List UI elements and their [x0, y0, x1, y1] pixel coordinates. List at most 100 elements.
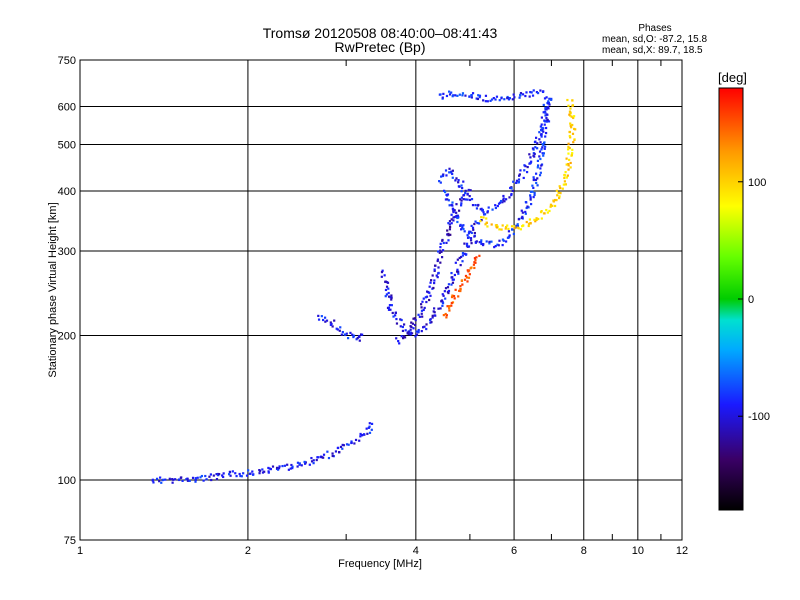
echo-point	[507, 227, 510, 231]
echo-point	[553, 204, 557, 208]
echo-point	[549, 203, 553, 206]
echo-point	[438, 251, 441, 254]
echo-point	[471, 204, 475, 207]
echo-point	[567, 164, 570, 167]
echo-point	[466, 234, 469, 237]
echo-point	[485, 240, 488, 243]
echo-point	[194, 480, 197, 483]
echo-point	[283, 464, 287, 467]
echo-point	[526, 165, 529, 169]
echo-point	[429, 318, 432, 321]
echo-point	[528, 153, 531, 156]
echo-point	[395, 317, 398, 321]
echo-point	[504, 227, 507, 230]
echo-point	[521, 211, 524, 214]
colorbar-ticks: 100 0 -100	[738, 177, 770, 423]
echo-point	[456, 214, 459, 217]
echo-point	[496, 243, 499, 246]
echo-point	[367, 426, 370, 429]
echo-point	[567, 168, 570, 171]
echo-point	[247, 469, 250, 472]
echo-point	[358, 339, 361, 342]
echo-point	[494, 98, 497, 101]
echo-point	[529, 161, 532, 164]
echo-point	[340, 333, 343, 336]
echo-point	[466, 198, 469, 201]
echo-point	[477, 94, 480, 97]
echo-point	[186, 479, 190, 482]
echo-point	[316, 456, 320, 459]
echo-point	[415, 333, 419, 336]
echo-point	[443, 290, 446, 293]
echo-point	[385, 293, 388, 296]
echo-point	[569, 136, 572, 139]
echo-point	[513, 225, 516, 228]
echo-point	[298, 463, 301, 466]
echo-point	[467, 236, 470, 239]
echo-point	[475, 97, 478, 100]
echo-point	[533, 191, 536, 195]
echo-point	[558, 196, 561, 200]
echo-point	[420, 306, 423, 309]
echo-point	[551, 204, 554, 207]
echo-point	[291, 465, 294, 468]
echo-point	[461, 94, 464, 97]
echo-point	[451, 294, 454, 297]
echo-point	[451, 301, 455, 304]
echo-point	[186, 478, 189, 481]
echo-point	[308, 463, 311, 466]
echo-point	[199, 476, 202, 479]
echo-point	[448, 228, 452, 231]
echo-point	[568, 110, 572, 113]
echo-point	[465, 253, 468, 256]
echo-point	[481, 243, 485, 247]
echo-point	[536, 142, 539, 145]
echo-point	[445, 314, 448, 317]
echo-point	[473, 231, 476, 235]
echo-point	[441, 238, 444, 242]
echo-point	[510, 187, 513, 190]
echo-point	[456, 94, 459, 97]
echo-point	[445, 94, 449, 98]
echo-point	[407, 330, 410, 334]
echo-point	[468, 230, 471, 233]
echo-point	[478, 96, 481, 99]
echo-point	[534, 172, 538, 175]
echo-point	[365, 427, 368, 430]
echo-point	[460, 279, 464, 282]
echo-point	[493, 246, 496, 249]
echo-point	[490, 240, 493, 243]
echo-point	[395, 322, 399, 325]
echo-point	[457, 179, 460, 182]
echo-point	[567, 162, 570, 166]
echo-point	[543, 97, 547, 100]
echo-point	[540, 123, 543, 126]
echo-point	[571, 152, 574, 155]
echo-point	[569, 107, 572, 110]
echo-point	[470, 224, 473, 227]
echo-point	[268, 467, 271, 470]
echo-point	[545, 116, 548, 120]
echo-point	[513, 96, 516, 99]
echo-point	[453, 209, 456, 212]
echo-point	[494, 244, 497, 248]
echo-point	[445, 316, 448, 319]
echo-point	[249, 472, 252, 475]
echo-point	[267, 466, 270, 470]
echo-point	[479, 241, 483, 244]
echo-point	[402, 323, 406, 326]
echo-point	[231, 470, 234, 473]
echo-point	[267, 471, 270, 474]
echo-point	[362, 433, 366, 436]
echo-point	[528, 218, 532, 221]
echo-point	[447, 222, 450, 225]
echo-point	[495, 224, 498, 227]
echo-point	[484, 100, 487, 103]
echo-point	[441, 249, 445, 252]
echo-point	[524, 210, 527, 214]
echo-point	[544, 111, 547, 114]
echo-point	[536, 184, 539, 187]
echo-point	[562, 183, 565, 186]
echo-point	[541, 146, 544, 149]
echo-point	[535, 181, 538, 185]
